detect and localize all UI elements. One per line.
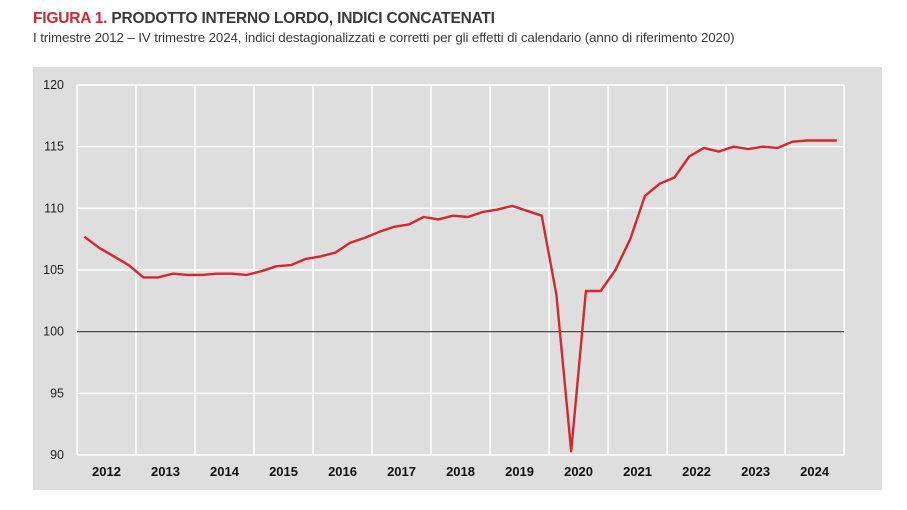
figure-title: PRODOTTO INTERNO LORDO, INDICI CONCATENA… (111, 10, 495, 27)
x-tick-label: 2023 (741, 464, 770, 479)
x-tick-label: 2022 (682, 464, 711, 479)
y-tick-label: 105 (43, 263, 64, 277)
series-line (83, 139, 837, 453)
x-tick-label: 2013 (151, 464, 180, 479)
y-tick-label: 110 (44, 201, 64, 215)
figure-label: FIGURA 1. (33, 10, 108, 27)
x-tick-label: 2014 (210, 464, 240, 479)
x-tick-label: 2015 (269, 464, 298, 479)
x-tick-label: 2016 (328, 464, 357, 479)
chart-title: FIGURA 1. PRODOTTO INTERNO LORDO, INDICI… (33, 10, 495, 28)
x-tick-label: 2021 (623, 464, 652, 479)
x-tick-label: 2018 (446, 464, 475, 479)
chart-subtitle: I trimestre 2012 – IV trimestre 2024, in… (33, 30, 735, 45)
line-chart: 90 95 100 105 110 115 120 2012 2013 2014 2015 2016 2… (43, 78, 845, 479)
y-tick-label: 90 (50, 448, 64, 462)
y-tick-label: 120 (43, 78, 64, 92)
x-tick-label: 2019 (505, 464, 534, 479)
y-tick-label: 95 (50, 386, 64, 400)
y-tick-label: 100 (43, 325, 64, 339)
x-tick-label: 2024 (800, 464, 830, 479)
x-tick-label: 2012 (92, 464, 121, 479)
x-tick-label: 2017 (387, 464, 416, 479)
x-tick-label: 2020 (564, 464, 593, 479)
y-tick-label: 115 (44, 140, 64, 154)
chart-panel: 90 95 100 105 110 115 120 2012 2013 2014 2015 2016 2… (33, 67, 882, 490)
